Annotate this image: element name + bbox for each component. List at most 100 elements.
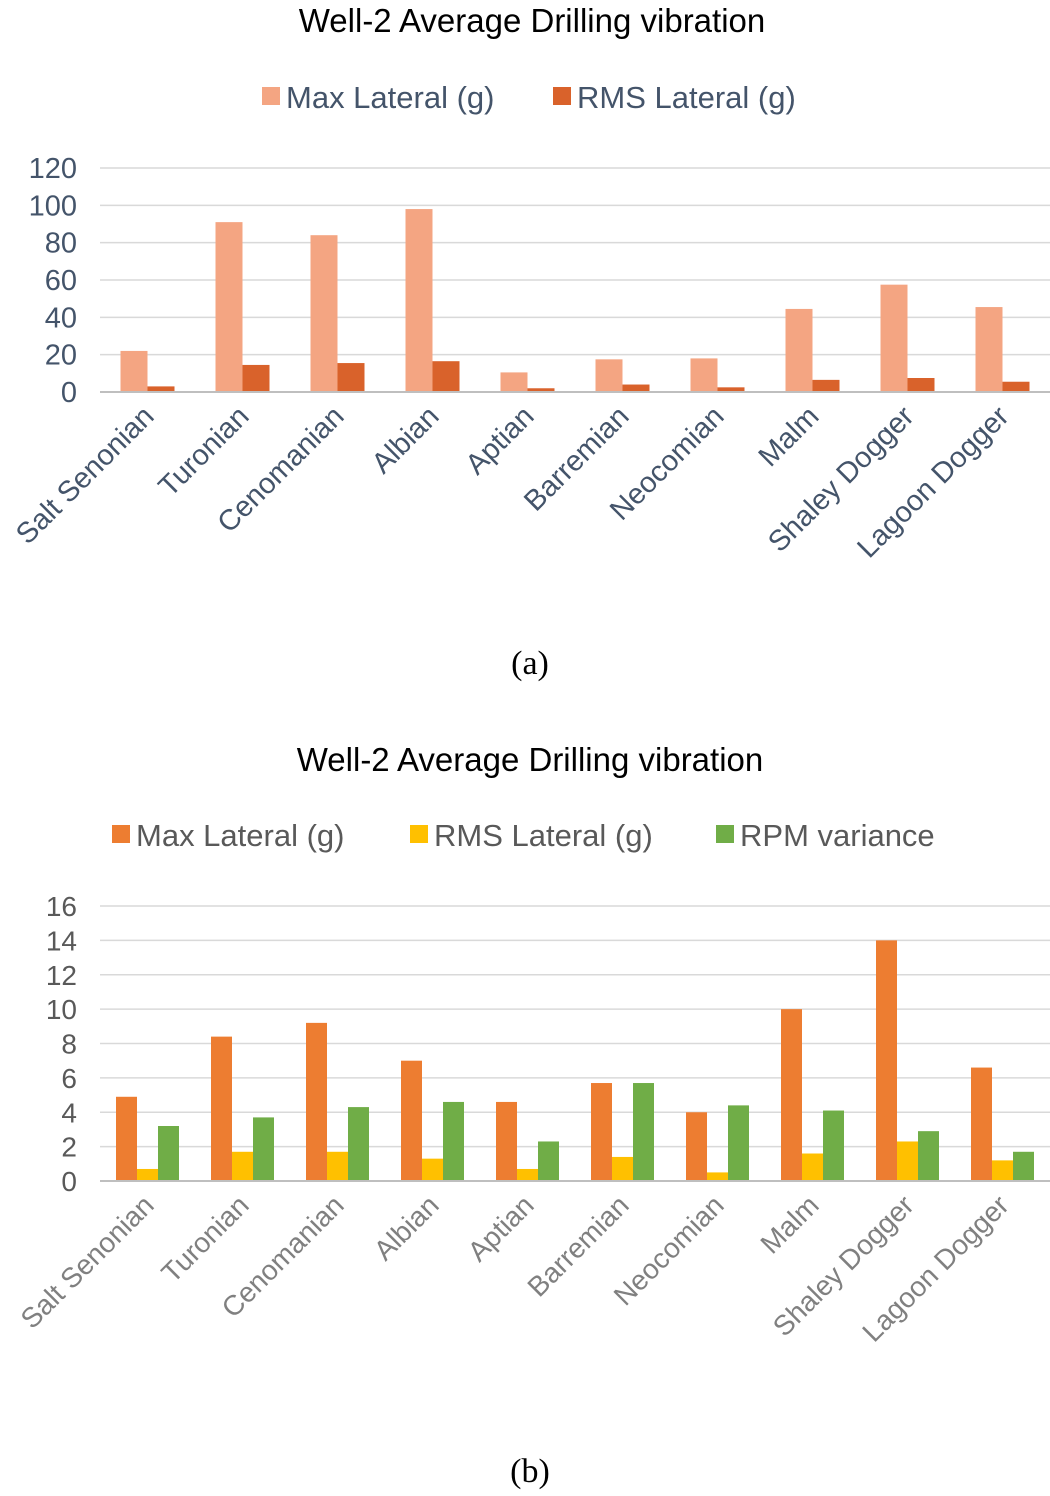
- bar-albian-series-0: [401, 1060, 422, 1181]
- y-tick-label: 10: [46, 994, 77, 1025]
- bar-barremian-series-1: [612, 1156, 633, 1181]
- bar-barremian-series-1: [622, 384, 650, 392]
- bar-lagoon-dogger-series-2: [1013, 1151, 1034, 1181]
- bar-turonian-series-2: [253, 1117, 274, 1181]
- x-tick-label: Albian: [366, 400, 446, 480]
- y-tick-label: 16: [46, 891, 77, 922]
- chart-b-legend: Max Lateral (g) RMS Lateral (g) RPM varian…: [112, 818, 935, 853]
- x-tick-label: Aptian: [460, 400, 541, 481]
- y-tick-label: 40: [45, 302, 77, 334]
- bar-salt-senonian-series-2: [158, 1126, 179, 1181]
- bar-aptian-series-1: [517, 1168, 538, 1181]
- bar-aptian-series-0: [500, 372, 528, 392]
- y-tick-label: 120: [29, 153, 77, 185]
- y-tick-label: 60: [45, 265, 77, 297]
- chart-a-y-axis: 0 20 40 60 80 100 120: [29, 153, 77, 409]
- bar-cenomanian-series-0: [310, 235, 338, 392]
- chart-b-bars: [116, 940, 1034, 1181]
- bar-turonian-series-0: [211, 1036, 232, 1181]
- chart-b-caption: (b): [510, 1453, 550, 1490]
- bar-albian-series-1: [422, 1158, 443, 1181]
- bar-malm-series-0: [781, 1009, 802, 1181]
- bar-neocomian-series-0: [690, 358, 718, 392]
- legend-label-1: RMS Lateral (g): [577, 80, 796, 115]
- y-tick-label: 8: [61, 1029, 77, 1060]
- y-tick-label: 14: [46, 925, 77, 956]
- bar-cenomanian-series-0: [306, 1022, 327, 1181]
- y-tick-label: 6: [61, 1063, 77, 1094]
- bar-albian-series-1: [432, 361, 460, 392]
- bar-lagoon-dogger-series-0: [975, 307, 1003, 392]
- bar-shaley-dogger-series-1: [897, 1141, 918, 1181]
- legend-swatch-1: [410, 825, 428, 843]
- y-tick-label: 12: [46, 960, 77, 991]
- legend-label-0: Max Lateral (g): [136, 818, 344, 853]
- bar-lagoon-dogger-series-0: [971, 1067, 992, 1181]
- bar-turonian-series-1: [232, 1151, 253, 1181]
- bar-shaley-dogger-series-1: [907, 378, 935, 392]
- bar-malm-series-2: [823, 1110, 844, 1181]
- y-tick-label: 0: [61, 1166, 77, 1197]
- chart-a-legend: Max Lateral (g) RMS Lateral (g): [262, 80, 796, 115]
- y-tick-label: 80: [45, 228, 77, 260]
- bar-salt-senonian-series-0: [116, 1096, 137, 1181]
- bar-shaley-dogger-series-2: [918, 1131, 939, 1181]
- bar-barremian-series-2: [633, 1083, 654, 1181]
- y-tick-label: 0: [61, 377, 77, 409]
- bar-neocomian-series-1: [707, 1172, 728, 1181]
- x-tick-label: Malm: [754, 1189, 824, 1259]
- chart-a-title: Well-2 Average Drilling vibration: [299, 2, 766, 39]
- bar-lagoon-dogger-series-1: [992, 1160, 1013, 1181]
- y-tick-label: 4: [61, 1097, 77, 1128]
- bar-salt-senonian-series-1: [147, 386, 175, 392]
- bar-albian-series-2: [443, 1101, 464, 1181]
- x-tick-label: Aptian: [462, 1189, 540, 1267]
- bar-neocomian-series-1: [717, 387, 745, 392]
- legend-swatch-1: [553, 87, 571, 105]
- bar-lagoon-dogger-series-1: [1002, 381, 1030, 392]
- bar-cenomanian-series-1: [327, 1151, 348, 1181]
- bar-shaley-dogger-series-0: [876, 940, 897, 1181]
- legend-swatch-2: [716, 825, 734, 843]
- bar-cenomanian-series-1: [337, 363, 365, 392]
- chart-b: Well-2 Average Drilling vibration Max La…: [15, 741, 1050, 1490]
- bar-malm-series-1: [802, 1153, 823, 1181]
- chart-a-bars: [120, 209, 1030, 392]
- legend-swatch-0: [262, 87, 280, 105]
- bar-cenomanian-series-2: [348, 1107, 369, 1181]
- bar-albian-series-0: [405, 209, 433, 392]
- chart-a-caption: (a): [511, 645, 549, 682]
- legend-swatch-0: [112, 825, 130, 843]
- bar-malm-series-0: [785, 308, 813, 392]
- legend-label-1: RMS Lateral (g): [434, 818, 653, 853]
- y-tick-label: 2: [61, 1132, 77, 1163]
- bar-neocomian-series-0: [686, 1112, 707, 1181]
- x-tick-label: Turonian: [155, 1189, 254, 1288]
- x-tick-label: Salt Senonian: [15, 1189, 160, 1334]
- bar-salt-senonian-series-1: [137, 1168, 158, 1181]
- bar-barremian-series-0: [595, 359, 623, 392]
- chart-b-gridlines: [100, 905, 1050, 1148]
- bar-malm-series-1: [812, 379, 840, 392]
- chart-b-title: Well-2 Average Drilling vibration: [297, 741, 764, 778]
- y-tick-label: 20: [45, 340, 77, 372]
- bar-aptian-series-1: [527, 388, 555, 392]
- legend-label-0: Max Lateral (g): [286, 80, 494, 115]
- chart-a: Well-2 Average Drilling vibration Max La…: [10, 2, 1050, 682]
- bar-aptian-series-2: [538, 1141, 559, 1181]
- bar-turonian-series-0: [215, 222, 243, 392]
- bar-neocomian-series-2: [728, 1105, 749, 1181]
- x-tick-label: Salt Senonian: [10, 400, 160, 550]
- bar-shaley-dogger-series-0: [880, 284, 908, 392]
- bar-turonian-series-1: [242, 364, 270, 392]
- y-tick-label: 100: [29, 190, 77, 222]
- bar-barremian-series-0: [591, 1083, 612, 1181]
- x-tick-label: Malm: [753, 400, 826, 473]
- legend-label-2: RPM variance: [740, 818, 935, 853]
- x-tick-label: Albian: [368, 1189, 445, 1266]
- bar-aptian-series-0: [496, 1101, 517, 1181]
